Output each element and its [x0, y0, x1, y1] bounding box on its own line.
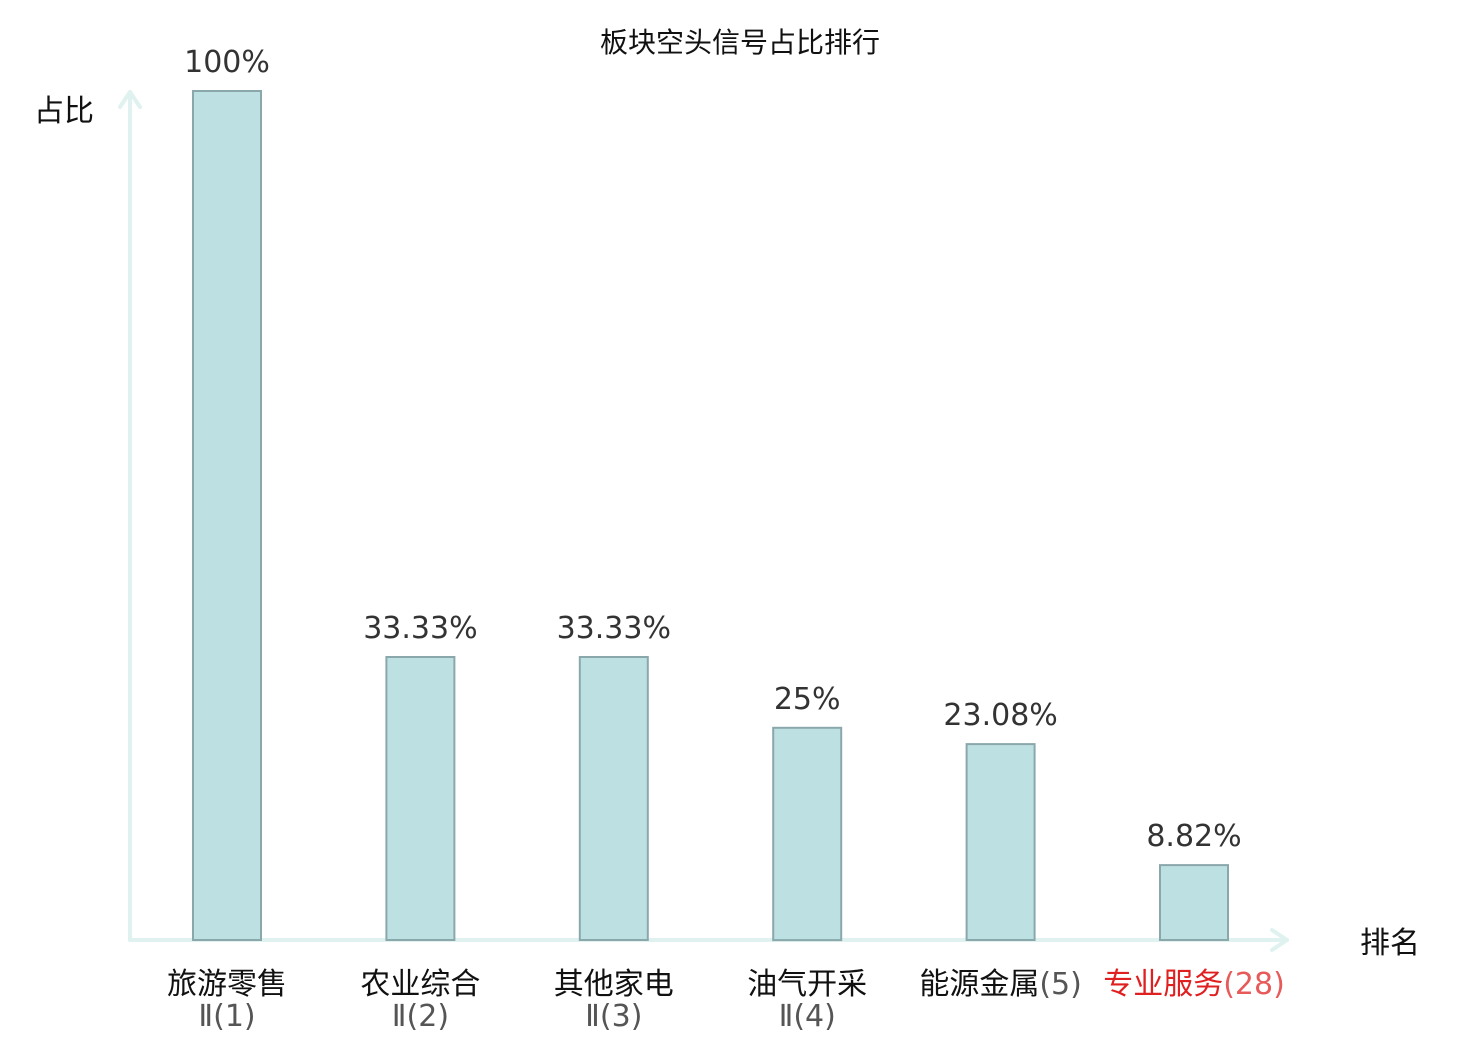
category-label-2: 农业综合 — [360, 967, 480, 1002]
category-rank-2: Ⅱ(2) — [392, 999, 449, 1034]
category-name-6: 专业服务 — [1103, 967, 1223, 1002]
category-label-1: 旅游零售 — [167, 967, 287, 1002]
value-labels: 100% 33.33% 33.33% 25% 23.08% 8.82% — [184, 45, 1242, 854]
value-label-5: 23.08% — [943, 698, 1057, 733]
category-rank-6: (28) — [1223, 967, 1285, 1002]
bar-5 — [965, 743, 1036, 941]
category-rank-1: Ⅱ(1) — [198, 999, 255, 1034]
category-label-3: 其他家电 — [554, 967, 674, 1002]
value-label-2: 33.33% — [363, 611, 477, 646]
y-axis-label: 占比 — [34, 94, 94, 129]
category-label-5: 能源金属(5) — [919, 967, 1082, 1002]
bar-series — [192, 90, 1229, 942]
x-axis-label: 排名 — [1360, 926, 1420, 961]
category-rank-4: Ⅱ(4) — [779, 999, 836, 1034]
x-axis-arrowhead — [1270, 928, 1289, 952]
chart-title: 板块空头信号占比排行 — [600, 26, 880, 59]
bar-2 — [385, 656, 456, 941]
x-axis — [128, 928, 1289, 952]
bar-3 — [578, 656, 649, 941]
value-label-1: 100% — [184, 45, 270, 80]
bar-4 — [772, 726, 843, 942]
y-axis-arrowhead — [118, 90, 142, 109]
bar-1 — [192, 90, 262, 941]
category-rank-5: (5) — [1039, 967, 1082, 1002]
value-label-4: 25% — [774, 682, 841, 717]
category-label-6: 专业服务(28) — [1103, 967, 1285, 1002]
y-axis — [118, 90, 142, 942]
category-rank-3: Ⅱ(3) — [585, 999, 642, 1034]
value-label-6: 8.82% — [1146, 819, 1241, 854]
bar-6 — [1159, 864, 1229, 941]
category-label-4: 油气开采 — [747, 967, 867, 1002]
value-label-3: 33.33% — [557, 611, 671, 646]
category-name-5: 能源金属 — [919, 967, 1039, 1002]
